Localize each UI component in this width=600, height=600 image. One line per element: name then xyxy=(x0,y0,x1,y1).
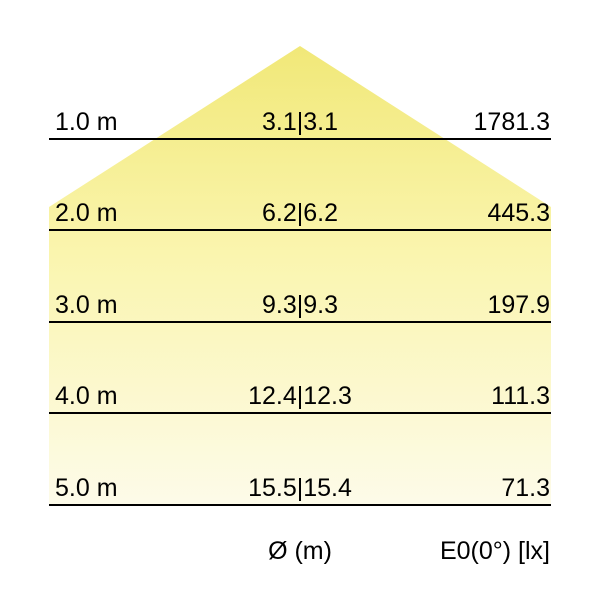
axis-labels: Ø (m) E0(0°) [lx] xyxy=(49,537,551,566)
illuminance-value: 445.3 xyxy=(487,199,550,227)
illuminance-value: 1781.3 xyxy=(473,107,550,136)
footer-spacer xyxy=(49,538,268,566)
illuminance-axis-label: E0(0°) [lx] xyxy=(439,537,550,565)
diameter-axis-label: Ø (m) xyxy=(268,537,332,565)
diameter-value: 6.2|6.2 xyxy=(261,199,338,227)
distance-label: 3.0 m xyxy=(55,290,118,319)
distance-label: 5.0 m xyxy=(55,473,118,502)
distance-label: 4.0 m xyxy=(55,382,118,410)
diameter-value: 15.5|15.4 xyxy=(248,473,352,502)
distance-label: 2.0 m xyxy=(55,199,118,227)
measurement-row-5m: 5.0 m 15.5|15.4 71.3 xyxy=(49,470,551,506)
cone-polygon xyxy=(49,46,551,505)
diameter-value: 12.4|12.3 xyxy=(248,382,352,410)
diameter-value: 9.3|9.3 xyxy=(261,290,338,319)
illuminance-value: 197.9 xyxy=(487,290,550,319)
measurement-row-4m: 4.0 m 12.4|12.3 111.3 xyxy=(49,378,551,414)
measurement-row-2m: 2.0 m 6.2|6.2 445.3 xyxy=(49,195,551,231)
illuminance-value: 111.3 xyxy=(491,382,550,410)
measurement-row-3m: 3.0 m 9.3|9.3 197.9 xyxy=(49,287,551,323)
diameter-value: 3.1|3.1 xyxy=(261,107,338,136)
measurement-row-1m: 1.0 m 3.1|3.1 1781.3 xyxy=(49,104,551,140)
distance-label: 1.0 m xyxy=(55,107,118,136)
illuminance-value: 71.3 xyxy=(501,473,550,502)
